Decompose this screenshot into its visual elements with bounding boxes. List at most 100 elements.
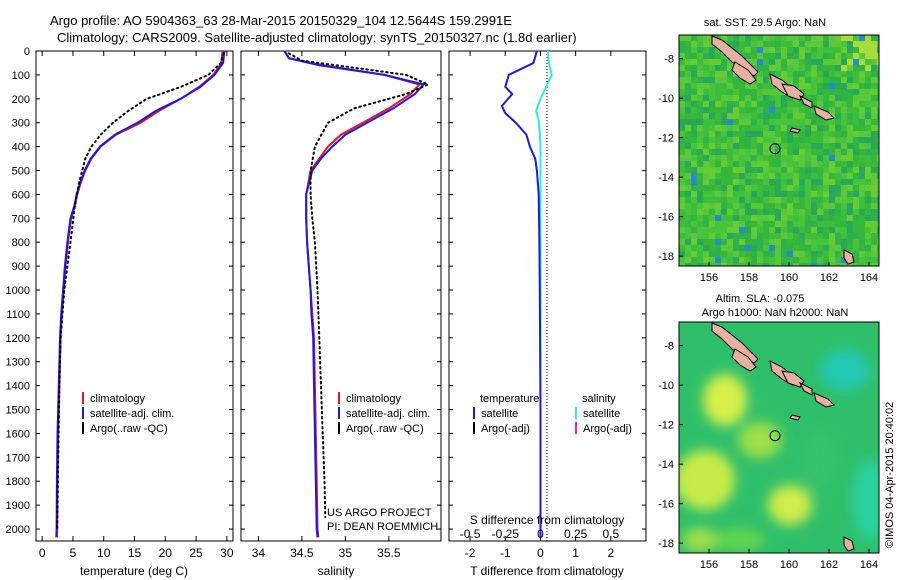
sst-pixel: [757, 233, 763, 239]
sst-pixel: [757, 245, 763, 251]
y-tick-label: 300: [12, 118, 30, 130]
sst-pixel: [835, 41, 841, 47]
sst-pixel: [805, 65, 811, 71]
sst-pixel: [877, 83, 879, 89]
sst-pixel: [787, 239, 793, 245]
sst-pixel: [757, 125, 763, 131]
sst-pixel: [745, 233, 751, 239]
sst-pixel: [733, 101, 739, 107]
sst-pixel: [829, 149, 835, 155]
sst-pixel: [751, 245, 757, 251]
sst-pixel: [811, 95, 817, 101]
sst-pixel: [799, 101, 805, 107]
sst-pixel: [721, 263, 727, 266]
sst-pixel: [817, 245, 823, 251]
y-tick-label: 200: [12, 94, 30, 106]
sst-pixel: [715, 149, 721, 155]
sst-pixel: [781, 71, 787, 77]
sst-pixel: [709, 245, 715, 251]
sst-pixel: [709, 53, 715, 59]
sst-pixel: [745, 257, 751, 263]
sst-pixel: [787, 227, 793, 233]
sst-pixel: [871, 35, 877, 41]
sst-pixel: [811, 203, 817, 209]
sst-pixel: [847, 173, 853, 179]
sst-pixel: [847, 161, 853, 167]
sst-pixel: [745, 125, 751, 131]
sst-pixel: [703, 257, 709, 263]
sst-pixel: [811, 215, 817, 221]
sst-pixel: [691, 185, 697, 191]
sst-pixel: [811, 131, 817, 137]
sst-pixel: [829, 209, 835, 215]
sst-pixel: [871, 209, 877, 215]
x2-tick-label: 0.25: [564, 527, 588, 541]
sst-pixel: [859, 137, 865, 143]
sst-pixel: [877, 203, 879, 209]
sst-pixel: [685, 161, 691, 167]
sst-pixel: [727, 215, 733, 221]
sst-pixel: [775, 185, 781, 191]
y-tick-label: 100: [12, 70, 30, 82]
legend-title-temperature: temperature: [480, 393, 539, 405]
sst-pixel: [775, 257, 781, 263]
sst-pixel: [685, 257, 691, 263]
imos-credit: ©IMOS 04-Apr-2015 20:40:02: [884, 402, 896, 548]
sst-pixel: [751, 233, 757, 239]
y-tick-label: 1800: [6, 476, 30, 488]
sst-pixel: [757, 113, 763, 119]
sst-pixel: [859, 95, 865, 101]
sst-pixel: [745, 251, 751, 257]
sst-pixel: [793, 173, 799, 179]
sst-pixel: [811, 191, 817, 197]
sst-pixel: [847, 155, 853, 161]
sst-pixel: [853, 263, 859, 266]
sst-pixel: [757, 107, 763, 113]
sst-pixel: [877, 221, 879, 227]
sst-pixel: [733, 173, 739, 179]
sst-pixel: [733, 113, 739, 119]
sst-pixel: [823, 131, 829, 137]
map-x-tick-label: 156: [700, 272, 718, 284]
sst-pixel: [769, 239, 775, 245]
sst-pixel: [715, 233, 721, 239]
sst-pixel: [871, 83, 877, 89]
sst-pixel: [793, 125, 799, 131]
sst-pixel: [787, 245, 793, 251]
sst-pixel: [877, 149, 879, 155]
sst-pixel: [727, 101, 733, 107]
sst-pixel: [727, 89, 733, 95]
sst-pixel: [805, 149, 811, 155]
sst-pixel: [847, 41, 853, 47]
sst-pixel: [763, 131, 769, 137]
sst-pixel: [811, 239, 817, 245]
sst-pixel: [847, 209, 853, 215]
sst-pixel: [691, 47, 697, 53]
sst-pixel: [805, 185, 811, 191]
sst-pixel: [751, 179, 757, 185]
sst-pixel: [811, 143, 817, 149]
map-y-tick-label: -18: [658, 538, 674, 550]
sst-pixel: [829, 107, 835, 113]
sst-pixel: [751, 107, 757, 113]
sst-pixel: [847, 101, 853, 107]
sst-pixel: [871, 197, 877, 203]
sla-map-title: Altim. SLA: -0.075: [716, 293, 805, 305]
sst-pixel: [679, 47, 685, 53]
sst-pixel: [793, 191, 799, 197]
sst-pixel: [865, 119, 871, 125]
sst-pixel: [817, 119, 823, 125]
sst-pixel: [859, 203, 865, 209]
sst-pixel: [685, 215, 691, 221]
sst-pixel: [715, 221, 721, 227]
sst-pixel: [865, 245, 871, 251]
sst-pixel: [769, 215, 775, 221]
sst-pixel: [703, 173, 709, 179]
sst-pixel: [697, 167, 703, 173]
sst-pixel: [823, 173, 829, 179]
sst-pixel: [793, 131, 799, 137]
sst-pixel: [781, 41, 787, 47]
sst-pixel: [721, 257, 727, 263]
sst-pixel: [835, 257, 841, 263]
x-tick-label: 2: [607, 546, 614, 560]
